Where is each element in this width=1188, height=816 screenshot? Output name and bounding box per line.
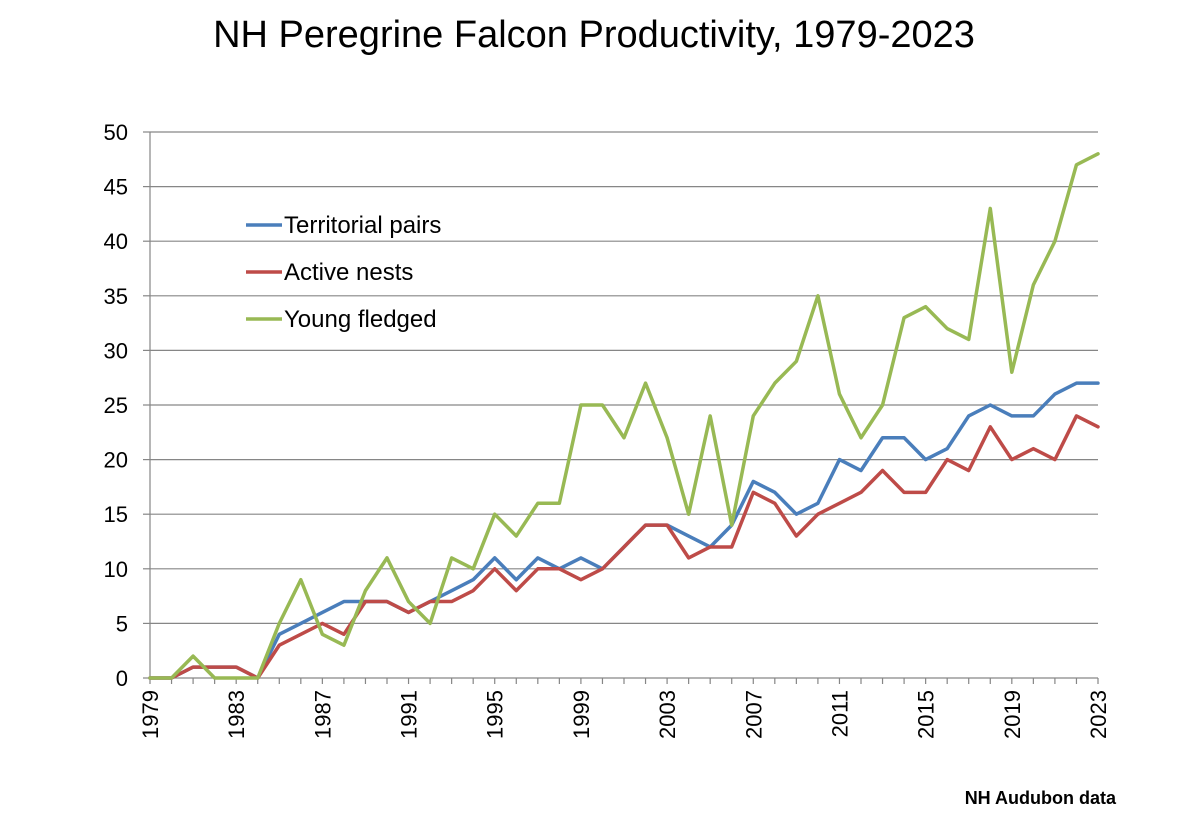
x-tick-label: 2011: [827, 690, 852, 737]
x-tick-label: 1983: [224, 690, 249, 739]
legend-label: Active nests: [284, 259, 413, 286]
series-lines: [148, 152, 1100, 680]
x-tick-label: 2003: [655, 690, 680, 739]
x-tick-label: 2007: [741, 690, 766, 739]
axes: [143, 131, 1099, 684]
y-tick-label: 15: [104, 502, 128, 527]
y-tick-label: 50: [104, 120, 128, 145]
x-tick-label: 1979: [138, 690, 163, 739]
y-tick-label: 0: [116, 666, 128, 691]
y-tick-label: 20: [104, 448, 128, 473]
x-tick-label: 1999: [569, 690, 594, 739]
x-tick-label: 1991: [397, 690, 422, 739]
y-tick-label: 25: [104, 393, 128, 418]
legend-label: Young fledged: [284, 306, 437, 333]
y-tick-label: 35: [104, 284, 128, 309]
chart-title: NH Peregrine Falcon Productivity, 1979-2…: [213, 14, 975, 56]
y-tick-label: 30: [104, 338, 128, 363]
x-tick-label: 2023: [1086, 690, 1111, 739]
series-line-territorial-pairs: [148, 381, 1100, 680]
y-tick-label: 40: [104, 229, 128, 254]
x-tick-labels: 1979 1983 1987 1991 1995 1999 2003 2007 2011 2015…: [138, 690, 1111, 739]
source-note: NH Audubon data: [964, 788, 1116, 808]
y-tick-label: 10: [104, 557, 128, 582]
x-tick-label: 2015: [914, 690, 939, 739]
x-tick-label: 2019: [1000, 690, 1025, 739]
x-tick-label: 1987: [310, 690, 335, 739]
y-tick-labels: 0 5 10 15 20 25 30 35 40 45 50: [104, 120, 128, 691]
x-tick-label: 1995: [483, 690, 508, 739]
legend-label: Territorial pairs: [284, 212, 441, 239]
gridlines: [150, 131, 1098, 625]
y-tick-label: 45: [104, 175, 128, 200]
y-tick-label: 5: [116, 611, 128, 636]
series-line-active-nests: [148, 414, 1100, 680]
legend: Territorial pairs Active nests Young fledg…: [246, 212, 441, 333]
series-line-young-fledged: [148, 152, 1100, 680]
